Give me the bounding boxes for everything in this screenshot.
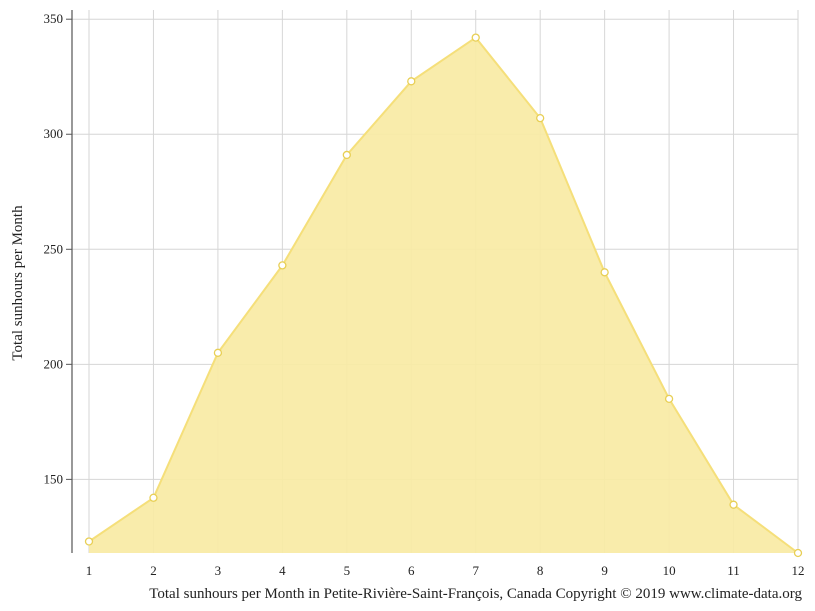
y-tick-label: 150 — [44, 471, 64, 486]
x-tick-label: 2 — [150, 563, 157, 578]
x-tick-label: 1 — [86, 563, 93, 578]
x-tick-label: 4 — [279, 563, 286, 578]
data-point — [471, 33, 480, 42]
data-point — [84, 537, 94, 546]
data-point — [342, 150, 351, 160]
x-tick-label: 10 — [663, 563, 676, 578]
x-tick-label: 11 — [727, 563, 740, 578]
series-line — [88, 36, 799, 554]
axes — [66, 10, 73, 553]
data-point — [278, 261, 287, 270]
x-tick-label: 7 — [472, 563, 479, 578]
y-axis-title: Total sunhours per Month — [10, 205, 26, 361]
y-tick-label: 200 — [44, 356, 64, 371]
data-point — [793, 548, 803, 558]
y-tick-label: 350 — [44, 11, 64, 26]
x-tick-label: 5 — [344, 563, 351, 578]
x-tick-label: 9 — [601, 563, 608, 578]
data-point — [729, 500, 738, 509]
data-point — [149, 493, 158, 502]
y-tick-label: 300 — [44, 126, 64, 141]
x-tick-label: 8 — [537, 563, 544, 578]
area-layer — [88, 36, 799, 554]
x-tick-label: 6 — [408, 563, 415, 578]
data-point — [664, 394, 674, 403]
data-point — [536, 113, 545, 123]
data-markers — [84, 33, 803, 558]
x-tick-label: 12 — [792, 563, 805, 578]
chart-caption: Total sunhours per Month in Petite-Riviè… — [149, 586, 802, 602]
data-point — [600, 268, 609, 277]
x-tick-label: 3 — [215, 563, 222, 578]
data-point — [213, 348, 223, 357]
y-tick-label: 250 — [44, 241, 64, 256]
data-point — [407, 77, 416, 86]
series-area — [89, 37, 798, 554]
